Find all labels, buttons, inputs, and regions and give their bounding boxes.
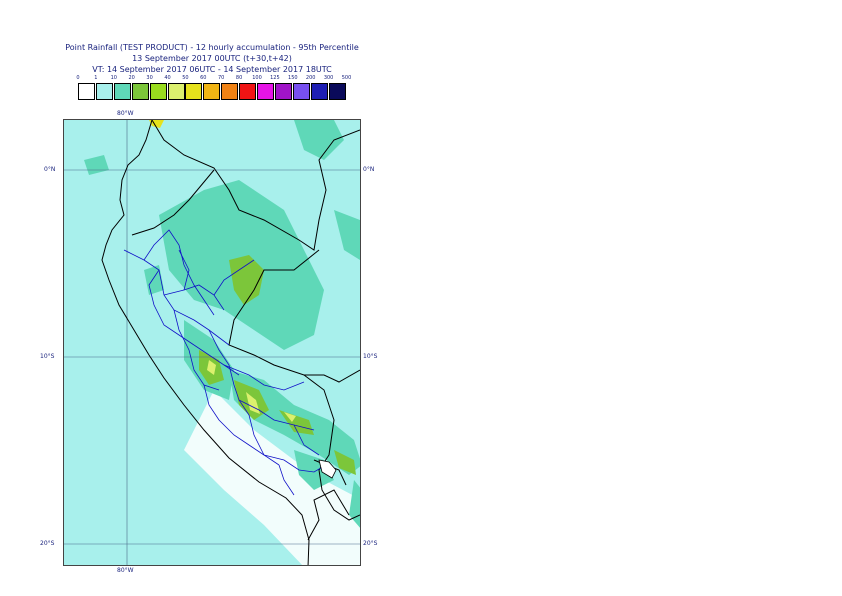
legend-color-box bbox=[292, 83, 310, 100]
legend-color-box bbox=[239, 83, 257, 100]
legend-color-box bbox=[274, 83, 292, 100]
ocean-shade bbox=[64, 120, 293, 565]
regional-borders bbox=[123, 229, 327, 496]
lat-label-10s-right: 10°S bbox=[363, 353, 378, 360]
legend-tick-label: 50 bbox=[182, 75, 189, 81]
legend-tick-label: 70 bbox=[218, 75, 225, 81]
legend-tick-label: 500 bbox=[341, 75, 352, 81]
legend-color-box bbox=[221, 83, 239, 100]
lat-label-0-left: 0°N bbox=[44, 166, 56, 173]
legend-tick-label: 30 bbox=[146, 75, 153, 81]
legend-tick-label: 1 bbox=[94, 75, 98, 81]
lat-label-20s-right: 20°S bbox=[363, 540, 378, 547]
legend-tick-label: 10 bbox=[110, 75, 117, 81]
legend-color-box bbox=[149, 83, 167, 100]
legend-color-box bbox=[113, 83, 131, 100]
lon-label-top: 80°W bbox=[117, 110, 134, 117]
product-title: Point Rainfall (TEST PRODUCT) - 12 hourl… bbox=[65, 43, 359, 52]
legend-tick-label: 80 bbox=[235, 75, 243, 81]
legend-color-box bbox=[185, 83, 203, 100]
rainfall-map bbox=[63, 119, 361, 566]
legend-color-box bbox=[78, 83, 95, 100]
legend-tick-label: 150 bbox=[288, 75, 298, 81]
legend-color-box bbox=[257, 83, 274, 100]
legend-tick-label: 20 bbox=[128, 75, 135, 81]
lat-label-10s-left: 10°S bbox=[40, 353, 55, 360]
validity-time-label: VT: 14 September 2017 06UTC - 14 Septemb… bbox=[92, 65, 332, 74]
legend-color-box bbox=[203, 83, 221, 100]
legend-tick-label: 200 bbox=[305, 75, 316, 81]
base-time-label: 13 September 2017 00UTC (t+30,t+42) bbox=[132, 54, 292, 63]
lat-label-20s-left: 20°S bbox=[40, 540, 55, 547]
lat-label-0-right: 0°N bbox=[363, 166, 375, 173]
legend-color-box bbox=[167, 83, 185, 100]
legend-tick-label: 40 bbox=[164, 75, 171, 81]
legend-color-box bbox=[310, 83, 328, 100]
legend-tick-label: 100 bbox=[252, 75, 262, 81]
legend-tick-label: 125 bbox=[270, 75, 280, 81]
legend-tick-label: 60 bbox=[200, 75, 207, 81]
map-canvas bbox=[64, 120, 360, 565]
dry-region-south bbox=[184, 390, 360, 565]
legend-color-box bbox=[131, 83, 149, 100]
legend-tick-label: 0 bbox=[76, 75, 80, 81]
graticule bbox=[64, 120, 360, 565]
legend-tick-label: 300 bbox=[323, 75, 334, 81]
country-borders bbox=[101, 120, 360, 565]
lon-label-bottom: 80°W bbox=[117, 567, 134, 574]
legend-color-box bbox=[95, 83, 113, 100]
lake-titicaca bbox=[318, 459, 337, 479]
legend-color-box bbox=[328, 83, 346, 100]
